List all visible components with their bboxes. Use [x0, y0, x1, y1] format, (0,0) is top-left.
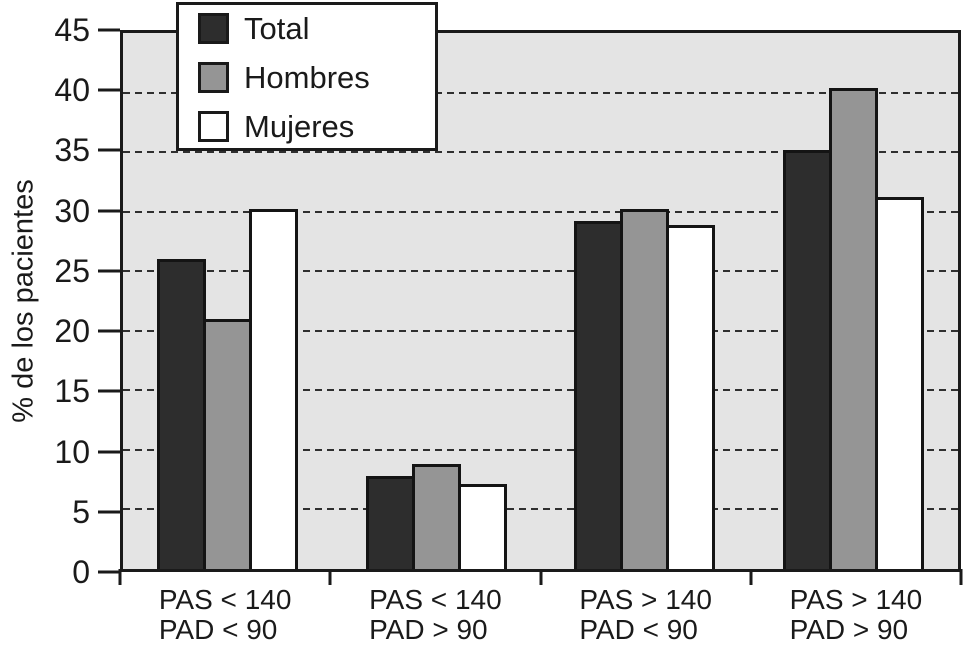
- bar-mujeres-group1: [248, 209, 298, 569]
- x-tick-mark-2: [539, 569, 542, 585]
- legend-label-mujeres: Mujeres: [244, 109, 355, 144]
- x-label-4-line-2: PAD > 90: [789, 614, 909, 646]
- x-label-3: PAS > 140 PAD < 90: [579, 584, 712, 646]
- x-label-cell-2: PAS < 140 PAD > 90: [330, 584, 540, 646]
- x-label-2: PAS < 140 PAD > 90: [369, 584, 502, 646]
- bar-hombres-group2: [411, 464, 461, 569]
- gridline-30: [123, 210, 958, 213]
- y-tick-mark-45: [98, 28, 120, 32]
- x-tick-mark-0: [118, 569, 122, 585]
- bar-group-1: [123, 33, 332, 569]
- gridline-40: [123, 91, 958, 94]
- x-label-1: PAS < 140 PAD < 90: [158, 584, 292, 646]
- x-axis-tick-marks: [118, 569, 963, 585]
- x-label-cell-4: PAS > 140 PAD > 90: [751, 584, 961, 646]
- bar-groups: [123, 33, 958, 569]
- y-tick-mark-15: [98, 389, 120, 393]
- x-label-1-line-1: PAS < 140: [158, 584, 292, 615]
- legend-swatch-mujeres: [198, 111, 229, 142]
- bar-total-group2: [365, 476, 415, 569]
- y-tick-label-30: 30: [54, 192, 90, 229]
- legend-item-total: Total: [198, 13, 435, 44]
- y-axis-tick-labels: 0 5 10 15 20 25 30 35 40 45: [0, 14, 90, 588]
- x-label-cell-3: PAS > 140 PAD < 90: [541, 584, 751, 646]
- y-tick-mark-20: [98, 329, 120, 333]
- bar-hombres-group3: [620, 209, 670, 569]
- y-tick-label-35: 35: [54, 132, 90, 169]
- y-tick-label-45: 45: [54, 12, 90, 48]
- x-label-2-line-2: PAD > 90: [369, 614, 488, 646]
- legend-item-mujeres: Mujeres: [198, 111, 435, 142]
- y-tick-label-0: 0: [72, 554, 90, 590]
- y-tick-label-40: 40: [54, 72, 90, 109]
- bar-group-4: [749, 33, 958, 569]
- x-label-3-line-1: PAS > 140: [579, 584, 712, 615]
- x-label-2-line-1: PAS < 140: [369, 584, 502, 615]
- y-tick-mark-10: [98, 450, 120, 454]
- y-tick-label-25: 25: [54, 252, 90, 289]
- x-axis-category-labels: PAS < 140 PAD < 90 PAS < 140 PAD > 90 PAS > …: [120, 584, 961, 646]
- bar-mujeres-group2: [457, 484, 507, 569]
- legend-label-total: Total: [244, 11, 310, 46]
- bar-mujeres-group4: [875, 197, 925, 569]
- legend: Total Hombres Mujeres: [176, 2, 438, 151]
- y-tick-label-10: 10: [54, 433, 90, 470]
- x-label-4-line-1: PAS > 140: [789, 584, 923, 615]
- y-tick-mark-35: [98, 148, 120, 152]
- x-label-4: PAS > 140 PAD > 90: [789, 584, 923, 646]
- y-tick-label-15: 15: [54, 373, 90, 410]
- y-tick-mark-0: [98, 570, 120, 574]
- bar-total-group1: [156, 259, 206, 569]
- x-tick-mark-4: [959, 569, 963, 585]
- bar-total-group4: [783, 149, 833, 569]
- gridline-15: [123, 389, 958, 392]
- gridline-20: [123, 329, 958, 332]
- x-label-3-line-2: PAD < 90: [579, 614, 698, 646]
- y-tick-label-5: 5: [72, 493, 90, 530]
- bar-total-group3: [574, 221, 624, 569]
- gridline-10: [123, 448, 958, 451]
- x-tick-mark-1: [328, 569, 332, 585]
- legend-swatch-hombres: [198, 62, 229, 93]
- gridline-35: [123, 151, 958, 154]
- y-tick-mark-5: [98, 510, 120, 514]
- bar-group-3: [541, 33, 750, 569]
- bar-group-2: [332, 33, 541, 569]
- legend-swatch-total: [198, 13, 229, 44]
- gridline-25: [123, 270, 958, 273]
- x-label-cell-1: PAS < 140 PAD < 90: [120, 584, 330, 646]
- bar-hombres-group1: [202, 318, 252, 569]
- x-label-1-line-2: PAD < 90: [158, 614, 278, 646]
- bar-hombres-group4: [829, 87, 879, 569]
- legend-label-hombres: Hombres: [244, 60, 370, 95]
- x-tick-mark-3: [749, 569, 753, 585]
- y-tick-mark-25: [98, 269, 120, 273]
- y-axis-tick-marks: [98, 28, 120, 574]
- plot-area: [120, 30, 961, 572]
- y-tick-mark-30: [98, 209, 120, 213]
- y-tick-mark-40: [98, 88, 120, 92]
- gridline-5: [123, 508, 958, 511]
- y-tick-label-20: 20: [54, 313, 90, 350]
- legend-item-hombres: Hombres: [198, 62, 435, 93]
- bar-mujeres-group3: [666, 224, 716, 569]
